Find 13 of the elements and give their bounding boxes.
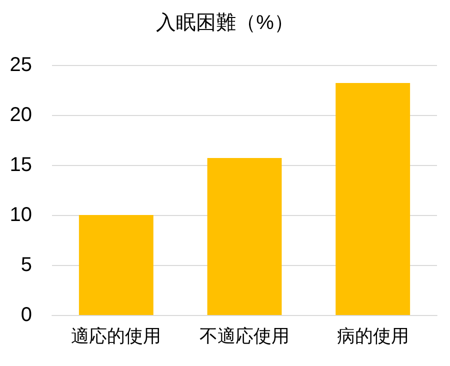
y-tick-label: 15 (10, 154, 32, 176)
bar (207, 158, 282, 315)
y-tick-label: 5 (20, 254, 32, 276)
bar (78, 215, 154, 315)
y-tick-label: 25 (10, 54, 32, 76)
x-tick-label: 病的使用 (336, 326, 409, 346)
x-tick-label: 適応的使用 (71, 326, 162, 346)
x-tick-label: 不適応使用 (200, 326, 290, 346)
y-tick-label: 0 (20, 304, 32, 326)
chart-title: 入眠困難（%） (156, 12, 294, 34)
y-tick-label: 20 (10, 104, 32, 126)
bar (336, 83, 410, 315)
y-tick-label: 10 (10, 204, 32, 226)
